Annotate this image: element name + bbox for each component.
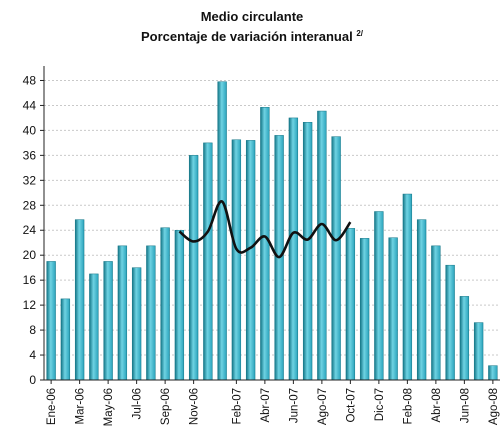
bar-Ago-08 — [488, 365, 498, 381]
bar-May-08 — [445, 264, 455, 381]
bar-Abr-07 — [260, 107, 270, 381]
bar-Ene-08 — [388, 237, 398, 381]
bar-Feb-08 — [402, 193, 413, 381]
bar-Abr-06 — [89, 273, 99, 381]
chart-subtitle-note: 2/ — [356, 29, 363, 38]
y-tick-label-36: 36 — [23, 148, 37, 162]
chart-title: Medio circulante — [200, 9, 304, 24]
bar-Feb-07 — [231, 139, 242, 381]
x-tick-label-Sep-06: Sep-06 — [160, 388, 172, 425]
chart-subtitle: Porcentaje de variación interanual — [141, 29, 353, 44]
bar-Jun-08 — [459, 296, 470, 381]
x-tick-label-Jun-07: Jun-07 — [288, 388, 300, 423]
x-tick-label-Abr-07: Abr-07 — [260, 388, 272, 423]
chart-title-block: Medio circulante Porcentaje de variación… — [0, 8, 504, 45]
bar-May-06 — [103, 261, 113, 381]
bar-Sep-06 — [160, 227, 170, 381]
bar-Ago-07 — [317, 110, 327, 381]
bar-Mar-06 — [74, 219, 85, 381]
bar-Mar-08 — [416, 219, 427, 381]
bar-Dic-07 — [374, 211, 384, 381]
y-tick-label-4: 4 — [29, 348, 36, 362]
bar-Nov-06 — [188, 155, 199, 381]
x-tick-label-Jul-06: Jul-06 — [132, 388, 144, 419]
line-series — [178, 200, 352, 259]
x-tick-label-Mar-06: Mar-06 — [75, 388, 87, 424]
x-tick-label-Ago-07: Ago-07 — [317, 388, 329, 425]
y-tick-label-48: 48 — [23, 73, 37, 87]
bar-Ago-06 — [146, 245, 156, 381]
axes — [43, 66, 500, 381]
bar-Ene-07 — [217, 81, 227, 381]
bar-Sep-07 — [331, 136, 341, 381]
y-tick-label-32: 32 — [23, 173, 37, 187]
y-tick-label-16: 16 — [23, 273, 37, 287]
bar-Mar-07 — [245, 140, 256, 381]
x-tick-label-Feb-08: Feb-08 — [402, 388, 414, 424]
bar-Oct-06 — [174, 229, 185, 381]
x-axis-ticks: Ene-06 Mar-06 May-06 Jul-06 Sep-06 Nov-06 Feb-… — [46, 380, 500, 426]
y-tick-label-20: 20 — [23, 248, 37, 262]
bar-Feb-06 — [60, 298, 71, 381]
x-tick-label-Dic-07: Dic-07 — [374, 388, 386, 421]
x-tick-label-Nov-06: Nov-06 — [189, 388, 201, 425]
bar-Jul-07 — [302, 122, 313, 381]
bar-Jun-06 — [117, 245, 128, 381]
bar-Jun-07 — [288, 117, 299, 381]
x-tick-label-Ene-06: Ene-06 — [46, 388, 58, 425]
y-tick-label-8: 8 — [29, 323, 36, 337]
bar-series — [46, 81, 498, 381]
bar-Abr-08 — [431, 245, 441, 381]
chart-subtitle-line: Porcentaje de variación interanual 2/ — [0, 25, 504, 45]
x-tick-label-Jun-08: Jun-08 — [459, 388, 471, 423]
bar-Oct-07 — [345, 228, 356, 381]
x-tick-label-Ago-08: Ago-08 — [488, 388, 500, 425]
x-tick-label-May-06: May-06 — [103, 388, 115, 426]
y-tick-label-44: 44 — [23, 98, 37, 112]
bar-Jul-08 — [473, 322, 484, 381]
x-tick-label-Oct-07: Oct-07 — [345, 388, 357, 423]
x-tick-label-Abr-08: Abr-08 — [431, 388, 443, 423]
y-tick-label-12: 12 — [23, 298, 37, 312]
y-tick-label-28: 28 — [23, 198, 37, 212]
y-tick-label-0: 0 — [29, 373, 36, 387]
y-tick-label-40: 40 — [23, 123, 37, 137]
bar-Ene-06 — [46, 261, 56, 381]
x-tick-label-Feb-07: Feb-07 — [231, 388, 243, 424]
line-series-path — [178, 200, 352, 259]
bar-Jul-06 — [131, 267, 142, 381]
bar-Nov-07 — [359, 238, 370, 381]
bar-Dic-06 — [203, 142, 213, 381]
y-tick-label-24: 24 — [23, 223, 37, 237]
